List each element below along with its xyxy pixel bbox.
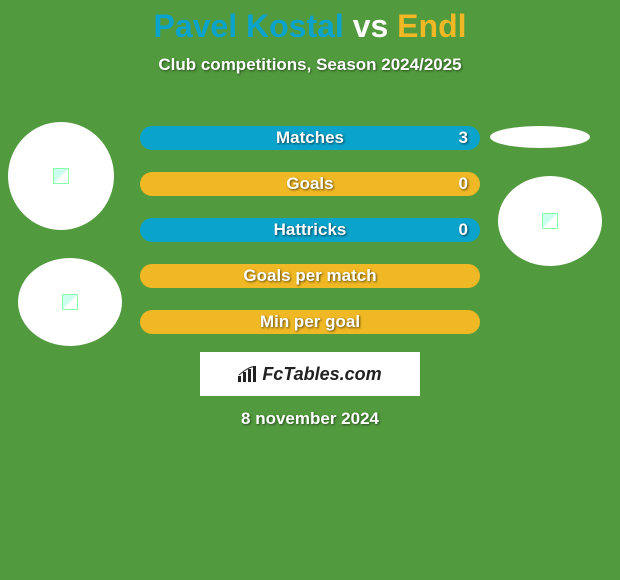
decorative-ellipse [490,126,590,148]
vs-text: vs [344,8,397,44]
stat-bar: Goals per match [140,264,480,288]
subtitle: Club competitions, Season 2024/2025 [0,55,620,75]
stat-bar-label: Goals [286,174,333,194]
date-text: 8 november 2024 [0,409,620,429]
stat-bar-label: Hattricks [274,220,347,240]
chart-icon [238,366,258,382]
placeholder-icon [62,294,78,310]
avatar-circle [18,258,122,346]
stat-bar: Min per goal [140,310,480,334]
placeholder-icon [542,213,558,229]
logo-box: FcTables.com [200,352,420,396]
placeholder-icon [53,168,69,184]
player2-name: Endl [397,8,466,44]
avatar-circle [8,122,114,230]
logo-text: FcTables.com [262,364,381,385]
stat-bar: Goals 0 [140,172,480,196]
stat-bar: Matches 3 [140,126,480,150]
stat-bar: Hattricks 0 [140,218,480,242]
avatar-circle [498,176,602,266]
stat-bar-label: Min per goal [260,312,360,332]
page-title: Pavel Kostal vs Endl [0,0,620,45]
infographic-container: Pavel Kostal vs Endl Club competitions, … [0,0,620,580]
stat-bar-value: 0 [459,220,468,240]
player1-name: Pavel Kostal [153,8,343,44]
stat-bar-value: 3 [459,128,468,148]
stat-bar-label: Goals per match [243,266,376,286]
stat-bars: Matches 3 Goals 0 Hattricks 0 Goals per match M… [140,126,480,356]
stat-bar-label: Matches [276,128,344,148]
stat-bar-value: 0 [459,174,468,194]
